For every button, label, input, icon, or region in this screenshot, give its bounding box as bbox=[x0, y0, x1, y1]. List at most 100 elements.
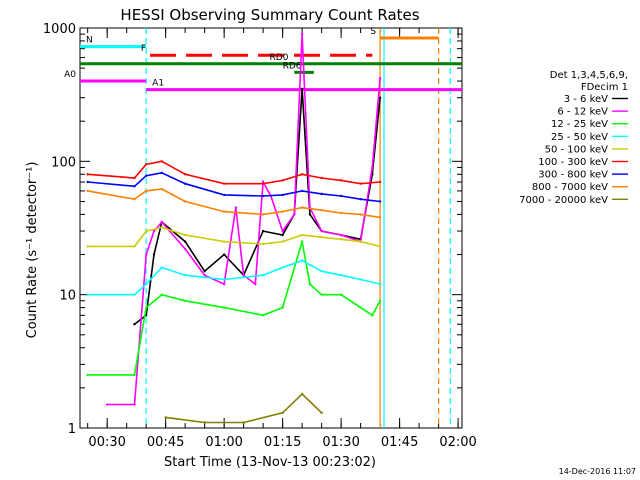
data-point bbox=[359, 213, 362, 216]
data-point bbox=[261, 314, 265, 317]
data-point bbox=[133, 403, 136, 406]
data-point bbox=[203, 421, 206, 424]
data-point bbox=[339, 273, 343, 277]
data-point bbox=[261, 242, 265, 246]
plot-frame bbox=[79, 27, 463, 429]
x-tick-label: 01:00 bbox=[205, 435, 242, 450]
flag-label-s: S bbox=[370, 27, 376, 37]
data-point bbox=[300, 32, 304, 36]
data-point bbox=[261, 213, 265, 216]
data-point bbox=[222, 253, 226, 256]
data-point bbox=[320, 269, 323, 273]
data-point bbox=[300, 87, 304, 90]
data-point bbox=[261, 273, 265, 277]
data-point bbox=[359, 182, 362, 185]
flag-label-n: N bbox=[86, 36, 93, 46]
data-point bbox=[183, 200, 187, 203]
data-point bbox=[152, 229, 156, 233]
x-tick-label: 02:00 bbox=[439, 435, 476, 450]
y-axis-label: Count Rate (s⁻¹ detector⁻¹) bbox=[25, 162, 40, 339]
data-point bbox=[203, 273, 206, 277]
data-point bbox=[281, 240, 284, 243]
data-point bbox=[300, 392, 304, 396]
data-point bbox=[300, 206, 304, 209]
data-point bbox=[378, 299, 382, 302]
data-point bbox=[144, 253, 148, 256]
chart-title: HESSI Observing Summary Count Rates bbox=[120, 6, 419, 24]
data-point bbox=[308, 282, 312, 286]
y-tick-label: 10 bbox=[59, 289, 76, 304]
x-tick-label: 01:15 bbox=[264, 435, 301, 450]
data-point bbox=[160, 226, 163, 229]
x-tick-label: 00:30 bbox=[88, 435, 125, 450]
data-point bbox=[133, 373, 136, 377]
data-point bbox=[378, 77, 382, 80]
x-tick-label: 01:30 bbox=[322, 435, 359, 450]
legend-entry-label: 7000 - 20000 keV bbox=[519, 195, 608, 206]
data-point bbox=[160, 293, 163, 296]
data-point bbox=[133, 323, 136, 326]
data-point bbox=[183, 299, 187, 302]
data-point bbox=[160, 187, 163, 191]
data-point bbox=[222, 240, 226, 243]
data-point bbox=[86, 173, 89, 176]
data-point bbox=[339, 194, 343, 198]
data-point bbox=[144, 163, 148, 166]
legend-entry-label: 300 - 800 keV bbox=[538, 170, 608, 181]
data-point bbox=[371, 166, 374, 169]
data-point bbox=[308, 213, 312, 216]
data-point bbox=[261, 180, 265, 184]
legend-entry-label: 25 - 50 keV bbox=[551, 132, 608, 143]
data-point bbox=[86, 373, 89, 377]
flag-label-a0: A0 bbox=[64, 70, 76, 80]
data-point bbox=[378, 245, 382, 248]
x-axis-label: Start Time (13-Nov-13 00:23:02) bbox=[164, 455, 376, 470]
flag-label-rd0: RD0 bbox=[270, 53, 289, 63]
data-point bbox=[160, 160, 163, 163]
data-point bbox=[281, 210, 284, 213]
data-point bbox=[320, 229, 323, 233]
data-point bbox=[105, 403, 109, 406]
data-point bbox=[281, 233, 284, 237]
flag-label-a1: A1 bbox=[152, 79, 164, 89]
data-point bbox=[320, 209, 323, 212]
flag-label-f: F bbox=[141, 44, 146, 54]
data-point bbox=[281, 411, 284, 415]
data-point bbox=[183, 173, 187, 176]
data-point bbox=[300, 189, 304, 193]
legend-entry-label: 100 - 300 keV bbox=[538, 157, 608, 168]
x-tick-label: 00:45 bbox=[147, 435, 184, 450]
data-point bbox=[359, 197, 362, 201]
data-point bbox=[293, 213, 296, 216]
data-point bbox=[86, 245, 89, 248]
legend-entry-label: 50 - 100 keV bbox=[545, 144, 609, 155]
flag-label-rd6: RD6 bbox=[283, 61, 302, 71]
legend-title-line: Det 1,3,4,5,6,9, bbox=[550, 70, 628, 81]
data-point bbox=[281, 266, 284, 269]
data-point bbox=[339, 238, 343, 241]
data-point bbox=[320, 235, 323, 239]
legend-entry-label: 3 - 6 keV bbox=[564, 94, 608, 105]
data-point bbox=[183, 247, 187, 251]
x-tick-label: 01:45 bbox=[381, 435, 418, 450]
data-point bbox=[378, 96, 382, 99]
legend-title-line: FDecim 1 bbox=[581, 82, 628, 93]
data-point bbox=[320, 192, 323, 196]
data-point bbox=[339, 293, 343, 296]
data-point bbox=[144, 282, 148, 286]
data-point bbox=[160, 266, 163, 269]
data-point bbox=[133, 185, 136, 188]
data-point bbox=[261, 182, 265, 185]
data-point bbox=[300, 173, 304, 176]
data-point bbox=[86, 293, 89, 296]
y-tick-label: 1000 bbox=[43, 22, 76, 37]
legend-entry-label: 12 - 25 keV bbox=[551, 119, 608, 130]
data-point bbox=[160, 171, 163, 175]
legend-entry-label: 6 - 12 keV bbox=[557, 107, 608, 118]
data-point bbox=[183, 273, 187, 277]
data-point bbox=[144, 229, 148, 233]
data-point bbox=[359, 278, 362, 281]
series-line-2 bbox=[107, 34, 381, 406]
series-line-8 bbox=[87, 188, 381, 219]
